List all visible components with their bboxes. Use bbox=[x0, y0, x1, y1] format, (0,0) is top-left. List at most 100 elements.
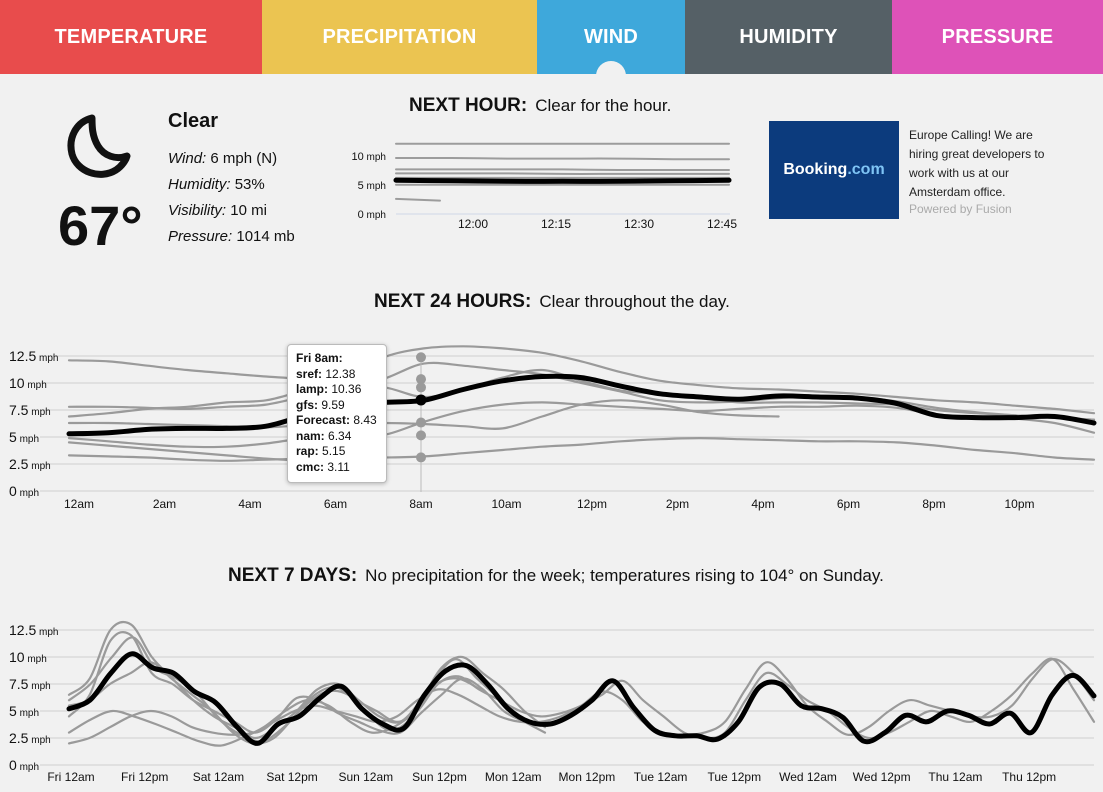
x-tick-label: 2am bbox=[153, 497, 176, 511]
x-tick-label: 12:30 bbox=[624, 217, 654, 231]
x-tick-label: 4am bbox=[238, 497, 261, 511]
x-tick-label: Mon 12pm bbox=[559, 770, 616, 784]
next-24-title: NEXT 24 HOURS: bbox=[374, 291, 532, 312]
model-series-line bbox=[67, 658, 1096, 745]
y-tick-label: 2.5 mph bbox=[9, 456, 51, 472]
x-tick-label: 12am bbox=[64, 497, 94, 511]
current-summary: Clear bbox=[168, 110, 219, 132]
pressure-label: Pressure: bbox=[168, 228, 233, 245]
y-tick-label: 7.5 mph bbox=[9, 402, 51, 418]
model-series-line bbox=[67, 657, 1096, 745]
tooltip-row: nam: 6.34 bbox=[296, 428, 352, 443]
x-tick-label: 6am bbox=[324, 497, 347, 511]
tab-bar: TEMPERATURE PRECIPITATION WIND HUMIDITY … bbox=[0, 0, 1103, 76]
next-7-text: No precipitation for the week; temperatu… bbox=[365, 566, 884, 585]
model-series-line bbox=[67, 436, 1096, 462]
y-tick-label: 0 mph bbox=[358, 209, 386, 221]
ad-text[interactable]: Europe Calling! We are hiring great deve… bbox=[909, 128, 1045, 199]
ad-powered-by[interactable]: Powered by Fusion bbox=[909, 202, 1012, 216]
pressure-row: Pressure: 1014 mb bbox=[168, 224, 295, 250]
tooltip-row: lamp: 10.36 bbox=[296, 382, 362, 396]
visibility-label: Visibility: bbox=[168, 202, 227, 219]
x-tick-label: 12:45 bbox=[707, 217, 737, 231]
x-tick-label: Fri 12am bbox=[47, 770, 94, 784]
next-hour-heading: NEXT HOUR: Clear for the hour. bbox=[409, 95, 671, 117]
wind-row: Wind: 6 mph (N) bbox=[168, 146, 295, 172]
y-tick-label: 5 mph bbox=[358, 180, 386, 192]
y-tick-label: 0 mph bbox=[9, 483, 39, 499]
x-tick-label: 2pm bbox=[666, 497, 689, 511]
logo-main: Booking bbox=[783, 161, 848, 178]
tab-precipitation[interactable]: PRECIPITATION bbox=[262, 0, 537, 74]
booking-logo[interactable]: Booking .com bbox=[769, 121, 899, 219]
x-tick-label: Tue 12am bbox=[634, 770, 688, 784]
humidity-row: Humidity: 53% bbox=[168, 172, 295, 198]
x-tick-label: Wed 12am bbox=[779, 770, 837, 784]
tab-temperature[interactable]: TEMPERATURE bbox=[0, 0, 262, 74]
humidity-value: 53% bbox=[234, 176, 265, 193]
active-tab-indicator bbox=[596, 61, 626, 76]
tab-label: HUMIDITY bbox=[739, 25, 838, 48]
tab-pressure[interactable]: PRESSURE bbox=[892, 0, 1103, 74]
model-series-line bbox=[67, 368, 1096, 421]
model-series-line bbox=[395, 168, 730, 172]
y-tick-label: 2.5 mph bbox=[9, 730, 51, 746]
x-tick-label: Fri 12pm bbox=[121, 770, 168, 784]
y-tick-label: 5 mph bbox=[9, 429, 39, 445]
model-series-line bbox=[67, 361, 1096, 421]
current-temperature: 67° bbox=[58, 194, 143, 257]
model-series-line bbox=[395, 156, 730, 161]
y-tick-label: 5 mph bbox=[9, 703, 39, 719]
x-tick-label: Sun 12pm bbox=[412, 770, 467, 784]
tooltip-row: rap: 5.15 bbox=[296, 444, 346, 458]
x-tick-label: Wed 12pm bbox=[853, 770, 911, 784]
logo-domain: .com bbox=[847, 161, 885, 178]
current-details: Wind: 6 mph (N) Humidity: 53% Visibility… bbox=[168, 146, 295, 250]
x-tick-label: 12pm bbox=[577, 497, 607, 511]
x-tick-label: 12:00 bbox=[458, 217, 488, 231]
forecast-hover-dot bbox=[415, 394, 427, 406]
tooltip-row: Forecast: 8.43 bbox=[296, 413, 377, 427]
next-7-title: NEXT 7 DAYS: bbox=[228, 565, 358, 586]
x-tick-label: Tue 12pm bbox=[708, 770, 762, 784]
forecast-series-line bbox=[66, 651, 1097, 746]
next-24-text: Clear throughout the day. bbox=[539, 292, 730, 311]
y-tick-label: 7.5 mph bbox=[9, 676, 51, 692]
x-tick-label: 4pm bbox=[751, 497, 774, 511]
next-hour-text: Clear for the hour. bbox=[535, 96, 672, 115]
model-series-line bbox=[67, 345, 1096, 415]
chart-tooltip: Fri 8am: sref: 12.38 lamp: 10.36 gfs: 9.… bbox=[287, 344, 387, 483]
tab-wind[interactable]: WIND bbox=[537, 0, 685, 76]
model-series-line bbox=[395, 197, 441, 202]
x-tick-label: Sat 12am bbox=[193, 770, 244, 784]
y-tick-label: 10 mph bbox=[352, 151, 386, 163]
x-tick-label: Mon 12am bbox=[485, 770, 542, 784]
tooltip-title: Fri 8am: bbox=[296, 351, 343, 365]
forecast-series-line bbox=[66, 373, 1097, 437]
tab-label: PRESSURE bbox=[941, 25, 1054, 48]
model-hover-dot bbox=[416, 452, 426, 463]
visibility-value: 10 mi bbox=[230, 202, 267, 219]
pressure-value: 1014 mb bbox=[236, 228, 295, 245]
y-tick-label: 12.5 mph bbox=[9, 622, 58, 638]
moon-icon bbox=[67, 114, 131, 178]
model-hover-dot bbox=[416, 374, 426, 385]
y-tick-label: 12.5 mph bbox=[9, 348, 58, 364]
x-tick-label: Sun 12am bbox=[338, 770, 393, 784]
tab-humidity[interactable]: HUMIDITY bbox=[685, 0, 892, 74]
forecast-series-line bbox=[393, 177, 732, 184]
wind-value: 6 mph (N) bbox=[210, 150, 278, 167]
model-series-line bbox=[395, 172, 730, 175]
tab-label: WIND bbox=[583, 25, 639, 48]
y-tick-label: 10 mph bbox=[9, 375, 47, 391]
x-tick-label: Sat 12pm bbox=[266, 770, 317, 784]
tooltip-row: gfs: 9.59 bbox=[296, 397, 345, 412]
y-tick-label: 0 mph bbox=[9, 757, 39, 773]
x-tick-label: 10am bbox=[491, 497, 521, 511]
next-7-heading: NEXT 7 DAYS: No precipitation for the wee… bbox=[228, 565, 884, 587]
model-hover-dot bbox=[416, 382, 426, 393]
model-hover-dot bbox=[416, 417, 426, 428]
humidity-label: Humidity: bbox=[168, 176, 231, 193]
tab-label: PRECIPITATION bbox=[322, 25, 477, 48]
